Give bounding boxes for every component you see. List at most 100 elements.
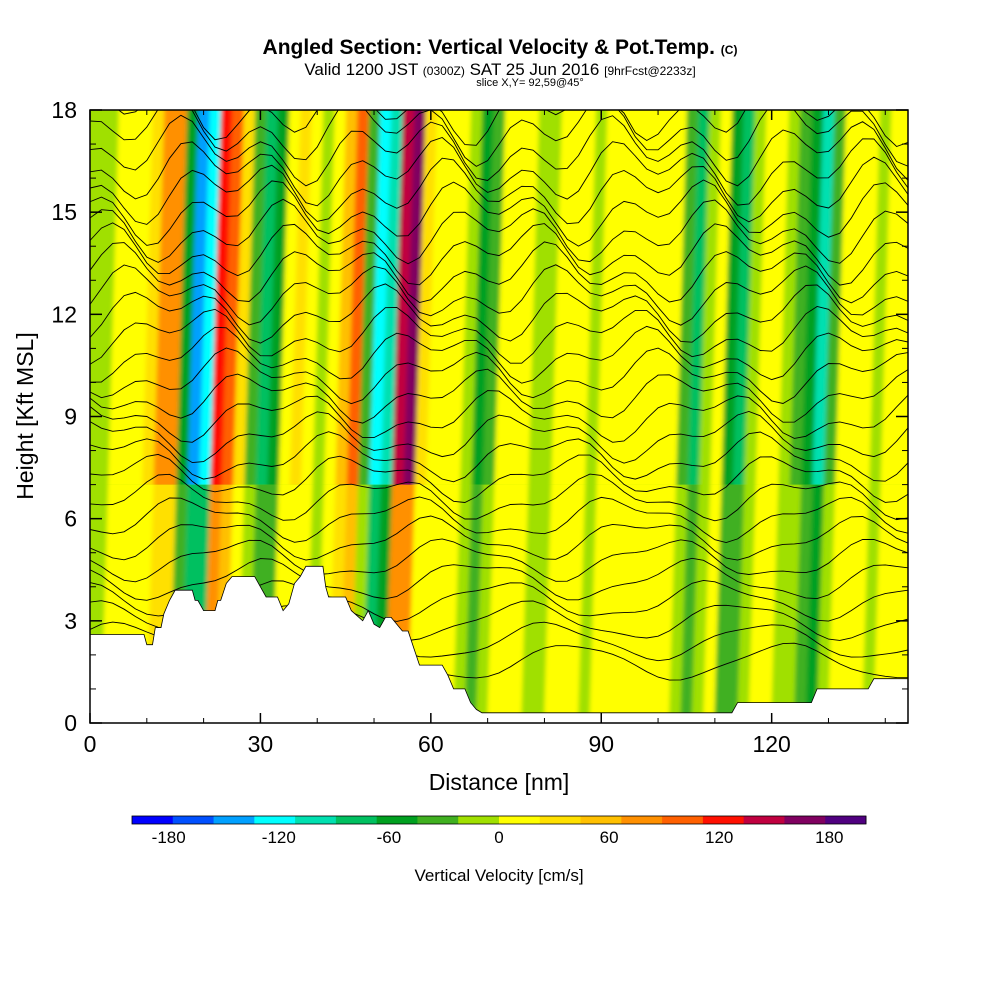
colorbar-swatch — [417, 816, 459, 824]
velocity-column — [430, 110, 461, 723]
theta-contour — [90, 368, 908, 424]
theta-contour — [90, 473, 908, 522]
velocity-column — [418, 110, 450, 723]
velocity-column — [737, 110, 768, 723]
x-tick-label: 60 — [418, 731, 444, 757]
theta-contour — [90, 264, 908, 326]
y-tick-label: 12 — [51, 301, 77, 327]
colorbar-swatch — [580, 816, 622, 824]
velocity-column — [509, 110, 541, 723]
velocity-column — [805, 110, 836, 723]
terrain-mask — [90, 565, 908, 723]
theta-contour — [90, 114, 908, 187]
chart-subtitle: Valid 1200 JST (0300Z) SAT 25 Jun 2016 [… — [304, 60, 696, 79]
velocity-column — [793, 110, 825, 723]
velocity-column — [714, 110, 745, 723]
velocity-column — [623, 110, 654, 723]
theta-contour — [90, 538, 908, 583]
velocity-column — [782, 110, 813, 723]
colorbar-swatch — [662, 816, 704, 824]
theta-contour — [90, 390, 908, 443]
theta-contour — [90, 306, 908, 365]
colorbar-swatch — [458, 816, 500, 824]
velocity-column — [441, 110, 473, 723]
theta-contour — [90, 325, 908, 384]
velocity-column — [487, 110, 518, 723]
theta-contour — [90, 136, 908, 207]
colorbar-swatch — [254, 816, 296, 824]
chart-title: Angled Section: Vertical Velocity & Pot.… — [262, 36, 738, 59]
theta-contour — [90, 431, 908, 483]
colorbar-tick-label: 180 — [815, 828, 843, 847]
y-tick-label: 15 — [51, 199, 77, 225]
velocity-column — [657, 110, 688, 723]
velocity-column — [543, 110, 575, 723]
velocity-column — [521, 110, 552, 723]
velocity-column — [498, 110, 529, 723]
theta-contour — [90, 241, 908, 304]
y-tick-label: 9 — [64, 404, 77, 430]
velocity-column — [827, 110, 859, 723]
velocity-column — [884, 110, 908, 723]
theta-contour — [90, 411, 908, 464]
colorbar-swatch — [295, 816, 337, 824]
theta-contour — [90, 347, 908, 405]
slice-info: slice X,Y= 92,59@45° — [476, 77, 584, 89]
velocity-column — [680, 110, 711, 723]
velocity-column — [589, 110, 620, 723]
velocity-column — [862, 110, 893, 723]
colorbar-swatch — [335, 816, 378, 824]
velocity-column — [578, 110, 609, 723]
theta-contour — [90, 156, 908, 225]
y-axis-label: Height [Kft MSL] — [12, 332, 38, 499]
colorbar-swatch — [784, 816, 826, 824]
velocity-column — [725, 110, 757, 723]
velocity-column — [600, 110, 632, 723]
colorbar-frame — [131, 815, 867, 825]
y-tick-label: 18 — [51, 97, 77, 123]
colorbar-swatch — [132, 816, 174, 824]
colorbar-swatch — [621, 816, 663, 824]
colorbar-swatch — [702, 816, 745, 824]
theta-contour — [90, 515, 908, 561]
x-tick-label: 0 — [84, 731, 97, 757]
velocity-column — [634, 110, 666, 723]
colorbar-swatch — [172, 816, 215, 824]
velocity-column — [464, 110, 495, 723]
colorbar-tick-label: -60 — [377, 828, 402, 847]
velocity-column — [566, 110, 598, 723]
colorbar-tick-label: 120 — [705, 828, 733, 847]
colorbar-swatch — [825, 816, 867, 824]
y-tick-label: 3 — [64, 608, 77, 634]
theta-contour — [90, 179, 908, 247]
velocity-column — [839, 110, 870, 723]
colorbar-label: Vertical Velocity [cm/s] — [414, 866, 583, 885]
colorbar-swatch — [213, 816, 255, 824]
y-tick-label: 0 — [64, 710, 77, 736]
theta-contour — [90, 557, 908, 601]
theta-contour — [90, 453, 908, 503]
x-tick-label: 120 — [752, 731, 790, 757]
velocity-column — [850, 110, 882, 723]
x-tick-label: 90 — [588, 731, 614, 757]
theta-contour — [90, 198, 908, 265]
y-tick-label: 6 — [64, 506, 77, 532]
theta-contour — [90, 110, 908, 167]
velocity-column — [748, 110, 779, 723]
x-tick-label: 30 — [248, 731, 274, 757]
colorbar-tick-label: -120 — [262, 828, 296, 847]
velocity-column — [646, 110, 677, 723]
colorbar-swatch — [743, 816, 785, 824]
x-axis-label: Distance [nm] — [429, 769, 570, 795]
velocity-column — [896, 322, 908, 723]
colorbar-swatch — [539, 816, 582, 824]
colorbar-tick-label: 0 — [494, 828, 503, 847]
velocity-column — [453, 110, 484, 723]
theta-contour — [90, 222, 908, 286]
velocity-column — [759, 110, 791, 723]
colorbar-swatch — [499, 816, 541, 824]
velocity-column — [668, 110, 700, 723]
colorbar-swatch — [376, 816, 418, 824]
theta-contour — [90, 496, 908, 543]
